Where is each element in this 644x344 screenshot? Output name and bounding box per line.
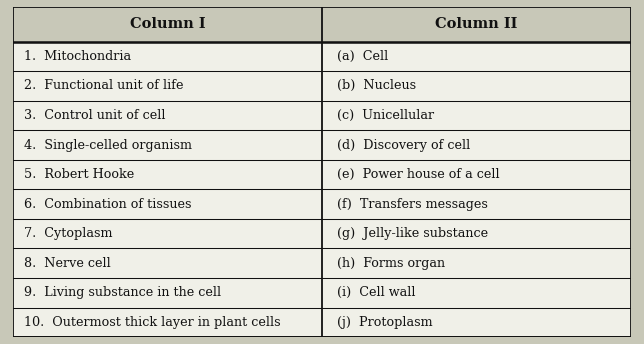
Text: 2.  Functional unit of life: 2. Functional unit of life xyxy=(24,79,184,93)
Text: (f)  Transfers messages: (f) Transfers messages xyxy=(337,197,488,211)
Text: 6.  Combination of tissues: 6. Combination of tissues xyxy=(24,197,191,211)
Bar xyxy=(13,7,322,42)
Text: (c)  Unicellular: (c) Unicellular xyxy=(337,109,435,122)
Text: (j)  Protoplasm: (j) Protoplasm xyxy=(337,316,433,329)
Text: Column II: Column II xyxy=(435,17,518,31)
Text: 9.  Living substance in the cell: 9. Living substance in the cell xyxy=(24,286,221,299)
Text: (d)  Discovery of cell: (d) Discovery of cell xyxy=(337,139,471,151)
Text: 1.  Mitochondria: 1. Mitochondria xyxy=(24,50,131,63)
Text: (a)  Cell: (a) Cell xyxy=(337,50,389,63)
Text: (e)  Power house of a cell: (e) Power house of a cell xyxy=(337,168,500,181)
Text: 5.  Robert Hooke: 5. Robert Hooke xyxy=(24,168,134,181)
Text: (i)  Cell wall: (i) Cell wall xyxy=(337,286,416,299)
Text: (b)  Nucleus: (b) Nucleus xyxy=(337,79,417,93)
Text: (g)  Jelly-like substance: (g) Jelly-like substance xyxy=(337,227,489,240)
Text: 10.  Outermost thick layer in plant cells: 10. Outermost thick layer in plant cells xyxy=(24,316,281,329)
Text: 3.  Control unit of cell: 3. Control unit of cell xyxy=(24,109,166,122)
Text: Column I: Column I xyxy=(129,17,205,31)
Text: (h)  Forms organ: (h) Forms organ xyxy=(337,257,446,270)
Text: 7.  Cytoplasm: 7. Cytoplasm xyxy=(24,227,113,240)
Bar xyxy=(322,7,631,42)
Text: 8.  Nerve cell: 8. Nerve cell xyxy=(24,257,111,270)
Text: 4.  Single-celled organism: 4. Single-celled organism xyxy=(24,139,192,151)
